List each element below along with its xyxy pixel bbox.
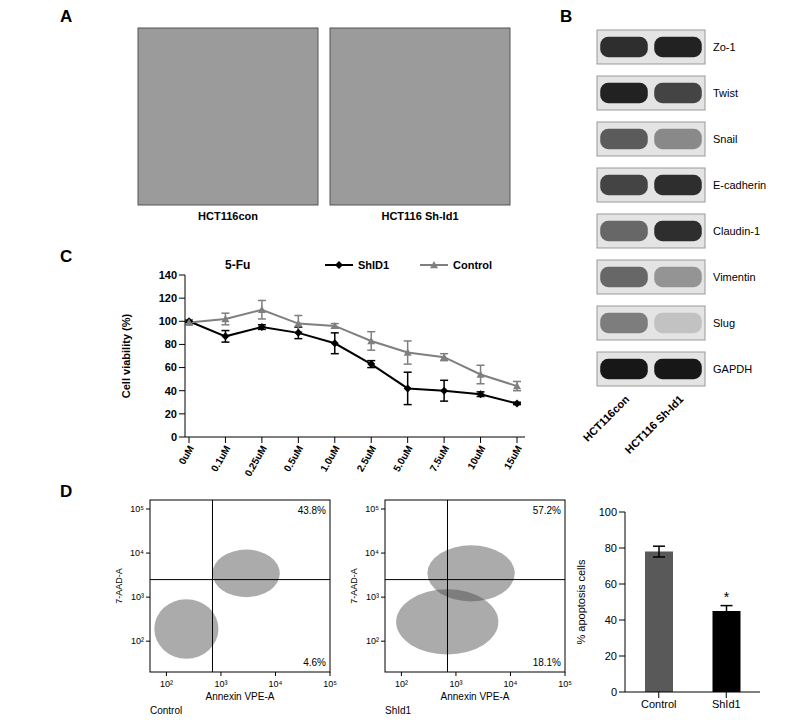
svg-text:Snail: Snail	[713, 133, 737, 145]
svg-text:A: A	[60, 7, 72, 26]
svg-text:10⁵: 10⁵	[365, 504, 379, 514]
svg-text:10⁴: 10⁴	[269, 679, 283, 689]
svg-text:Slug: Slug	[713, 317, 735, 329]
svg-text:60: 60	[165, 361, 177, 373]
svg-text:ShId1: ShId1	[385, 705, 412, 716]
svg-text:10⁴: 10⁴	[130, 548, 144, 558]
svg-text:40: 40	[165, 385, 177, 397]
svg-text:1.0uM: 1.0uM	[318, 444, 342, 474]
svg-text:10³: 10³	[449, 679, 462, 689]
svg-text:Vimentin: Vimentin	[713, 271, 756, 283]
svg-text:0uM: 0uM	[176, 444, 196, 467]
svg-text:Annexin VPE-A: Annexin VPE-A	[441, 691, 510, 702]
svg-text:ShId1: ShId1	[712, 698, 741, 710]
svg-text:7-AAD-A: 7-AAD-A	[114, 568, 124, 604]
svg-text:Control: Control	[150, 705, 182, 716]
svg-text:10⁵: 10⁵	[130, 504, 144, 514]
svg-text:10⁵: 10⁵	[323, 679, 337, 689]
svg-text:15uM: 15uM	[502, 444, 524, 472]
svg-text:HCT116 Sh-Id1: HCT116 Sh-Id1	[381, 210, 458, 222]
svg-text:GAPDH: GAPDH	[713, 363, 752, 375]
svg-text:D: D	[60, 482, 72, 501]
svg-text:Annexin VPE-A: Annexin VPE-A	[206, 691, 275, 702]
svg-text:HCT116con: HCT116con	[581, 393, 632, 444]
svg-text:10²: 10²	[160, 679, 173, 689]
svg-text:C: C	[60, 247, 72, 266]
svg-text:20: 20	[605, 650, 617, 662]
svg-text:7-AAD-A: 7-AAD-A	[349, 568, 359, 604]
svg-text:10²: 10²	[131, 636, 144, 646]
svg-text:0: 0	[171, 431, 177, 443]
svg-text:10²: 10²	[395, 679, 408, 689]
svg-text:Zo-1: Zo-1	[713, 41, 736, 53]
svg-text:10⁴: 10⁴	[365, 548, 379, 558]
svg-text:E-cadherin: E-cadherin	[713, 179, 766, 191]
svg-text:0.5uM: 0.5uM	[282, 444, 306, 474]
svg-text:% apoptosis cells: % apoptosis cells	[575, 559, 587, 644]
svg-text:60: 60	[605, 578, 617, 590]
svg-text:5-Fu: 5-Fu	[225, 258, 250, 272]
svg-text:10³: 10³	[366, 592, 379, 602]
svg-text:Twist: Twist	[713, 87, 738, 99]
svg-text:HCT116con: HCT116con	[198, 210, 258, 222]
svg-text:10⁵: 10⁵	[558, 679, 572, 689]
svg-text:*: *	[724, 589, 730, 605]
svg-text:2.5uM: 2.5uM	[354, 444, 378, 474]
svg-text:10⁴: 10⁴	[504, 679, 518, 689]
svg-text:80: 80	[165, 338, 177, 350]
svg-text:18.1%: 18.1%	[533, 657, 561, 668]
svg-text:0: 0	[611, 686, 617, 698]
svg-text:20: 20	[165, 408, 177, 420]
svg-text:ShID1: ShID1	[358, 259, 389, 271]
svg-text:0.25uM: 0.25uM	[242, 444, 268, 479]
svg-text:10³: 10³	[214, 679, 227, 689]
svg-text:Control: Control	[641, 698, 676, 710]
svg-text:0.1uM: 0.1uM	[209, 444, 233, 474]
svg-text:10³: 10³	[131, 592, 144, 602]
svg-text:10uM: 10uM	[465, 444, 487, 472]
svg-text:120: 120	[159, 292, 177, 304]
svg-text:57.2%: 57.2%	[533, 505, 561, 516]
svg-text:7.5uM: 7.5uM	[427, 444, 451, 474]
svg-text:140: 140	[159, 269, 177, 281]
svg-text:100: 100	[159, 315, 177, 327]
svg-text:80: 80	[605, 542, 617, 554]
svg-text:10²: 10²	[366, 636, 379, 646]
svg-text:43.8%: 43.8%	[298, 505, 326, 516]
svg-text:B: B	[560, 7, 572, 26]
svg-text:5.0uM: 5.0uM	[391, 444, 415, 474]
svg-text:HCT116 Sh-Id1: HCT116 Sh-Id1	[622, 393, 685, 456]
svg-text:Claudin-1: Claudin-1	[713, 225, 760, 237]
svg-text:4.6%: 4.6%	[303, 657, 326, 668]
svg-text:40: 40	[605, 614, 617, 626]
svg-text:Cell viability (%): Cell viability (%)	[120, 313, 132, 398]
svg-text:Control: Control	[453, 259, 492, 271]
svg-text:100: 100	[599, 506, 617, 518]
